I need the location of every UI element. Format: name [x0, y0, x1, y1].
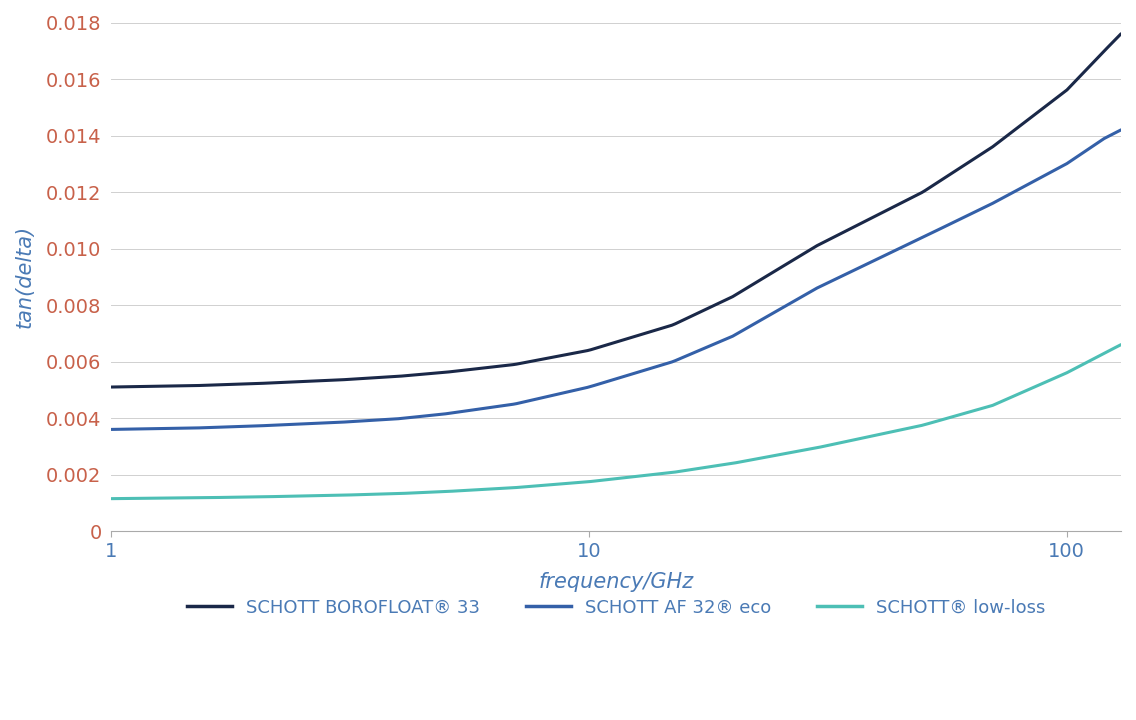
Y-axis label: tan(delta): tan(delta)	[15, 225, 35, 328]
X-axis label: frequency/GHz: frequency/GHz	[538, 572, 694, 592]
Legend: SCHOTT BOROFLOAT® 33, SCHOTT AF 32® eco, SCHOTT® low-loss: SCHOTT BOROFLOAT® 33, SCHOTT AF 32® eco,…	[179, 591, 1053, 624]
